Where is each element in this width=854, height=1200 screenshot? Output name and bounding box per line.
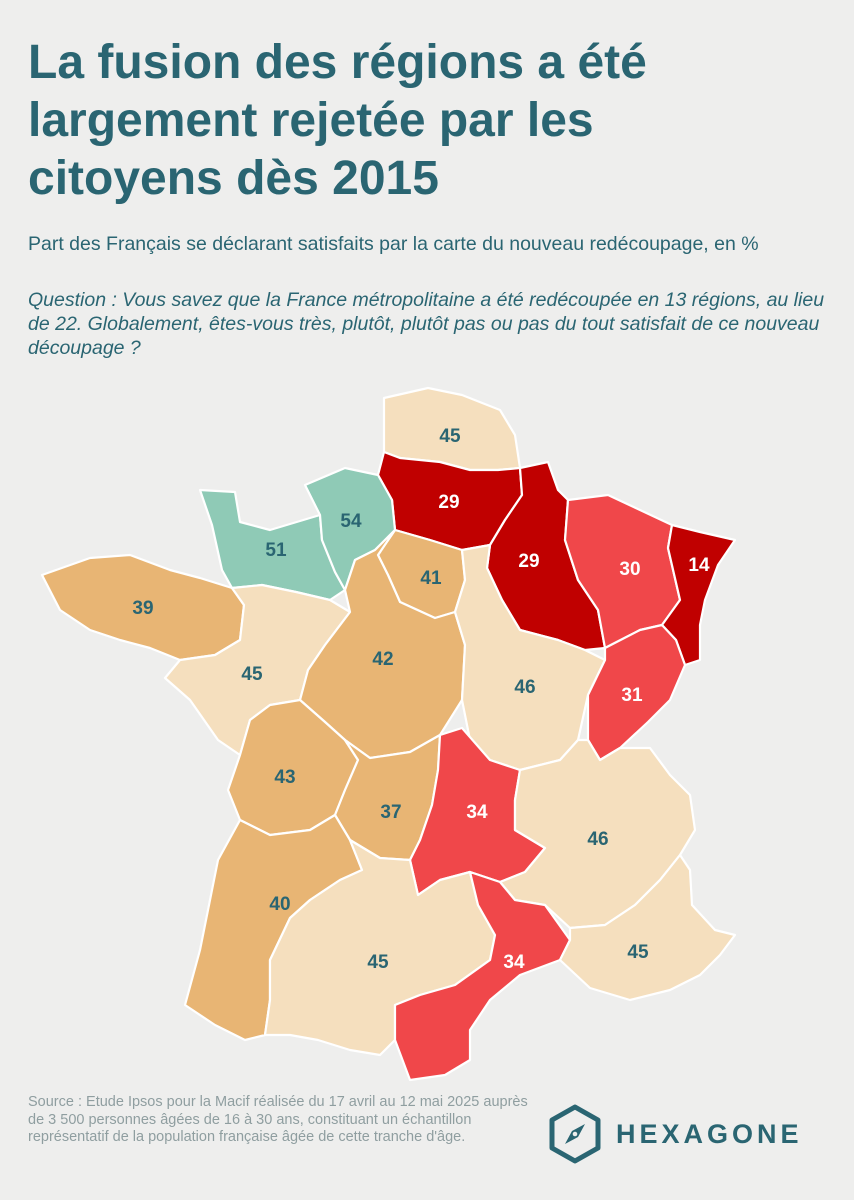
compass-hexagon-icon — [549, 1104, 601, 1164]
region-provence-alpes-cote-dazur — [558, 853, 737, 1002]
value-label-rhone-alpes: 46 — [587, 829, 608, 850]
value-label-pays-de-la-loire: 45 — [241, 664, 263, 685]
value-label-franche-comte: 31 — [621, 685, 643, 706]
value-label-lorraine: 30 — [619, 559, 640, 580]
value-label-basse-normandie: 51 — [265, 540, 287, 561]
value-label-bretagne: 39 — [132, 598, 153, 619]
title-line: La fusion des régions a été — [28, 36, 647, 89]
brand-name: HEXAGONE — [616, 1118, 803, 1149]
value-label-languedoc-roussillon: 34 — [503, 952, 525, 973]
title-line: citoyens dès 2015 — [28, 152, 439, 205]
value-label-centre: 42 — [372, 649, 393, 670]
page-title: La fusion des régions a été largement re… — [28, 34, 828, 208]
value-label-ile-de-france: 41 — [420, 568, 442, 589]
region-alsace — [660, 523, 737, 667]
survey-question: Question : Vous savez que la France métr… — [28, 289, 825, 359]
region-labels: 45 29 29 30 14 51 54 41 39 45 42 46 31 43 37 34 46 40 45 34… — [132, 426, 710, 973]
source-note: Source : Etude Ipsos pour la Macif réali… — [28, 1094, 528, 1145]
value-label-bourgogne: 46 — [514, 677, 535, 698]
region-franche-comte — [586, 623, 687, 762]
value-label-limousin: 37 — [380, 802, 401, 823]
value-label-nord-pas-de-calais: 45 — [439, 426, 461, 447]
value-label-auvergne: 34 — [466, 802, 488, 823]
subtitle: Part des Français se déclarant satisfait… — [28, 233, 759, 255]
value-label-alsace: 14 — [688, 555, 710, 576]
title-line: largement rejetée par les — [28, 94, 594, 147]
value-label-midi-pyrenees: 45 — [367, 952, 389, 973]
value-label-poitou-charentes: 43 — [274, 767, 295, 788]
region-languedoc-roussillon — [393, 870, 572, 1082]
brand-logo: HEXAGONE — [548, 1104, 803, 1164]
value-label-provence-alpes-cote-dazur: 45 — [627, 942, 649, 963]
value-label-aquitaine: 40 — [269, 894, 290, 915]
value-label-picardie: 29 — [438, 492, 459, 513]
value-label-haute-normandie: 54 — [340, 511, 362, 532]
value-label-champagne-ardenne: 29 — [518, 551, 539, 572]
